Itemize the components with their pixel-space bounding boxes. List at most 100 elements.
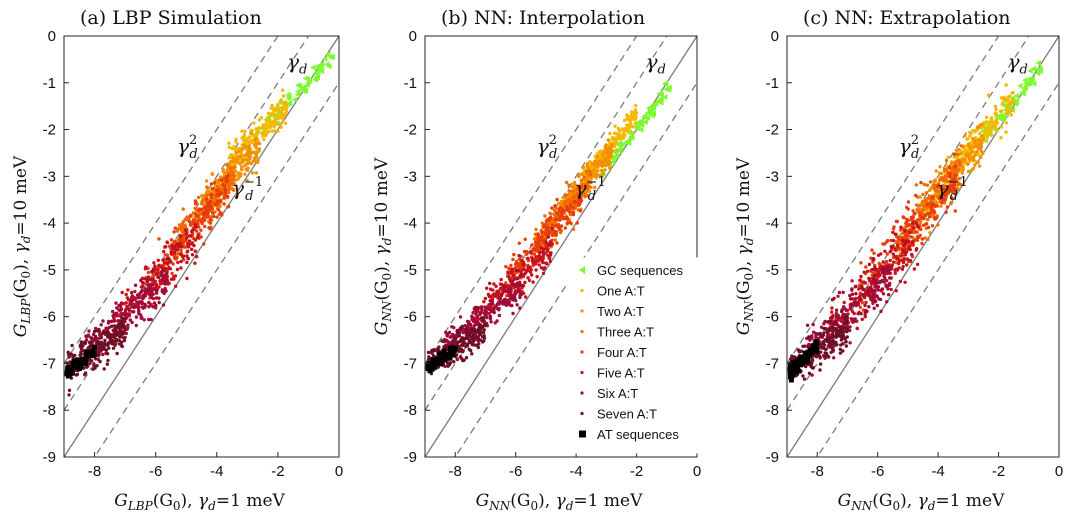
data-point [810, 373, 814, 377]
data-point [946, 155, 950, 159]
data-point [920, 241, 924, 246]
data-point [841, 342, 845, 346]
data-point [562, 209, 566, 213]
data-point [221, 168, 225, 172]
data-point [203, 224, 207, 229]
data-point [492, 282, 496, 286]
data-point [886, 293, 891, 297]
data-point [859, 312, 863, 316]
data-point [825, 330, 829, 334]
y-tick-label: -3 [766, 168, 779, 185]
data-point [973, 143, 978, 148]
data-point [117, 322, 121, 327]
data-point [189, 223, 193, 227]
data-point [139, 278, 143, 283]
data-point [609, 154, 614, 158]
data-point [181, 254, 186, 258]
data-point [656, 90, 662, 97]
series-at-sequences [425, 345, 458, 374]
data-point [116, 319, 121, 323]
data-point [522, 249, 527, 254]
data-point [545, 249, 550, 253]
data-point [175, 248, 180, 252]
legend-marker [580, 329, 584, 334]
legend-marker [580, 370, 584, 375]
data-point [586, 186, 590, 190]
data-point [898, 238, 902, 242]
data-point [575, 184, 580, 188]
data-point [555, 211, 560, 216]
data-point [75, 372, 80, 377]
data-point [865, 309, 869, 314]
y-tick-label: -7 [404, 355, 417, 372]
data-point [111, 346, 116, 350]
data-point [233, 147, 237, 151]
data-point [190, 247, 194, 251]
data-point [111, 309, 115, 314]
data-point [454, 337, 458, 341]
data-point [91, 367, 95, 371]
data-point [184, 232, 189, 236]
data-point [903, 229, 907, 233]
data-point [564, 215, 569, 219]
data-point [547, 217, 551, 221]
data-point [841, 305, 846, 309]
data-point [915, 208, 919, 212]
x-axis-label: GLBP(G0), γd=1 meV [114, 491, 285, 512]
data-point [943, 174, 948, 179]
data-point [116, 325, 121, 330]
data-point [302, 87, 309, 94]
data-point [900, 238, 905, 243]
data-point [936, 183, 940, 188]
data-point [876, 285, 881, 289]
data-point [550, 227, 554, 231]
data-point [468, 333, 472, 337]
data-point [896, 244, 900, 248]
legend-entry: AT sequences [579, 427, 679, 442]
data-point [924, 222, 929, 226]
data-point [441, 351, 447, 357]
data-point [954, 174, 958, 178]
data-point [119, 335, 123, 339]
data-point [181, 228, 185, 233]
data-point [953, 182, 957, 186]
x-tick-label: -4 [210, 463, 223, 480]
legend-label: GC sequences [597, 263, 683, 278]
data-point [245, 178, 249, 183]
data-point [294, 82, 301, 89]
data-point [147, 317, 151, 322]
data-point [915, 247, 919, 251]
data-point [839, 330, 844, 334]
data-point [893, 271, 897, 275]
data-point [548, 259, 552, 264]
data-point [918, 221, 922, 225]
legend-marker [579, 266, 585, 274]
legend-marker [580, 288, 584, 293]
legend-entry: GC sequences [579, 263, 683, 278]
data-point [95, 364, 99, 368]
data-point [814, 334, 818, 339]
data-point [186, 256, 191, 261]
data-point [541, 248, 545, 252]
data-point [146, 287, 150, 291]
data-point [517, 241, 521, 245]
data-point [834, 332, 839, 336]
data-point [1004, 99, 1009, 103]
data-point [294, 88, 301, 95]
data-point [162, 249, 166, 254]
data-point [536, 237, 540, 241]
data-point [911, 215, 915, 219]
data-point [825, 339, 829, 344]
data-point [202, 206, 206, 210]
data-point [968, 130, 972, 134]
data-point [989, 116, 994, 120]
data-point [134, 315, 139, 319]
data-point [139, 316, 143, 320]
data-point [115, 351, 119, 356]
data-point [541, 260, 545, 265]
data-point [247, 144, 251, 149]
data-point [587, 189, 592, 194]
panel-c: 0-1-2-3-4-5-6-7-8-9-8 -6 -4 -2 0(c) NN: Extr… [734, 7, 1063, 512]
data-point [807, 371, 812, 375]
data-point [227, 141, 231, 145]
